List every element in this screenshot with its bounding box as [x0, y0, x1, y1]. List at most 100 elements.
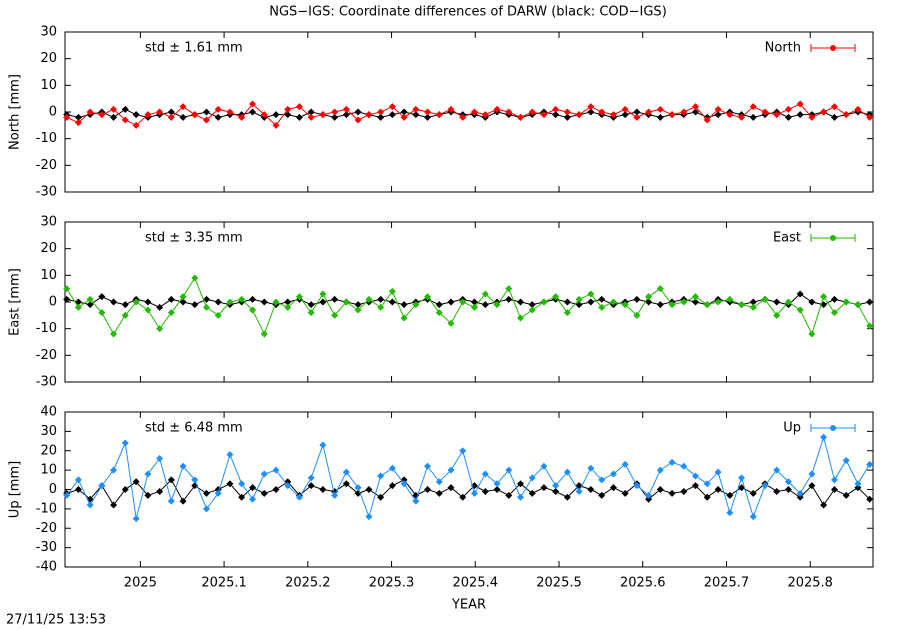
data-point [505, 285, 513, 293]
data-point [260, 470, 268, 478]
data-point [377, 295, 385, 303]
data-point [703, 493, 711, 501]
data-point [552, 111, 560, 119]
data-point [388, 103, 396, 111]
data-point [447, 319, 455, 327]
data-point [179, 497, 187, 505]
data-point [680, 487, 688, 495]
data-point [249, 495, 257, 503]
data-point [167, 309, 175, 317]
data-point [481, 290, 489, 298]
data-point [447, 298, 455, 306]
data-point [668, 458, 676, 466]
data-point [481, 470, 489, 478]
data-point [633, 311, 641, 319]
x-tick-label: 2025 [124, 576, 157, 591]
data-point [854, 105, 862, 113]
data-point [377, 472, 385, 480]
data-point [773, 466, 781, 474]
data-point [284, 482, 292, 490]
data-point [260, 298, 268, 306]
data-point [528, 306, 536, 314]
data-point [854, 484, 862, 492]
series-line [66, 435, 871, 519]
data-point [98, 309, 106, 317]
data-point [656, 301, 664, 309]
data-point [132, 111, 140, 119]
data-point [575, 295, 583, 303]
y-tick-label: 0 [49, 105, 57, 120]
data-point [388, 464, 396, 472]
data-point [866, 495, 874, 503]
data-point [98, 293, 106, 301]
data-point [552, 105, 560, 113]
data-point [598, 108, 606, 116]
data-point [598, 303, 606, 311]
data-point [842, 111, 850, 119]
data-point [260, 489, 268, 497]
data-point [680, 298, 688, 306]
data-point [342, 480, 350, 488]
data-point [808, 330, 816, 338]
y-tick-label: 10 [40, 78, 57, 93]
y-tick-label: -20 [36, 348, 57, 363]
data-point [820, 108, 828, 116]
data-point [540, 462, 548, 470]
y-tick-label: 10 [40, 463, 57, 478]
data-point [656, 105, 664, 113]
data-point [563, 493, 571, 501]
legend-label: North [765, 41, 801, 56]
data-point [552, 487, 560, 495]
data-point [400, 480, 408, 488]
data-point [691, 293, 699, 301]
data-point [144, 298, 152, 306]
x-tick-label: 2025.2 [285, 576, 331, 591]
legend-swatch [830, 235, 836, 241]
y-tick-label: 40 [40, 405, 57, 420]
data-point [680, 108, 688, 116]
data-point [645, 495, 653, 503]
data-point [86, 501, 94, 509]
data-point [365, 486, 373, 493]
data-point [587, 108, 595, 116]
series-line [66, 293, 870, 308]
y-tick-label: 30 [40, 25, 57, 40]
data-point [470, 303, 478, 311]
data-point [866, 460, 874, 468]
y-tick-label: -10 [36, 131, 57, 146]
data-point [98, 111, 106, 119]
data-point [191, 274, 199, 282]
series-line [66, 478, 871, 506]
y-tick-label: -40 [36, 560, 57, 575]
data-point [609, 470, 617, 478]
data-point [121, 486, 129, 493]
data-point [319, 486, 327, 493]
data-point [773, 298, 781, 306]
data-point [796, 290, 804, 298]
data-point [167, 113, 175, 121]
data-point [226, 298, 234, 306]
data-point [866, 298, 874, 306]
data-point [738, 113, 746, 121]
data-point [342, 468, 350, 476]
data-point [587, 486, 595, 493]
data-point [284, 111, 292, 119]
data-point [575, 487, 583, 495]
data-point [179, 462, 187, 470]
data-point [656, 486, 664, 493]
data-point [761, 295, 769, 303]
data-point [749, 489, 757, 497]
annotation: std ± 1.61 mm [145, 41, 243, 56]
data-point [74, 119, 82, 127]
data-point [714, 468, 722, 476]
y-tick-label: 20 [40, 443, 57, 458]
data-point [354, 484, 362, 492]
data-point [203, 295, 211, 303]
timestamp: 27/11/25 13:53 [6, 613, 106, 628]
data-point [319, 298, 327, 306]
data-point [820, 433, 828, 441]
data-point [98, 482, 106, 490]
data-point [493, 480, 501, 488]
data-point [435, 309, 443, 317]
data-point [645, 491, 653, 499]
